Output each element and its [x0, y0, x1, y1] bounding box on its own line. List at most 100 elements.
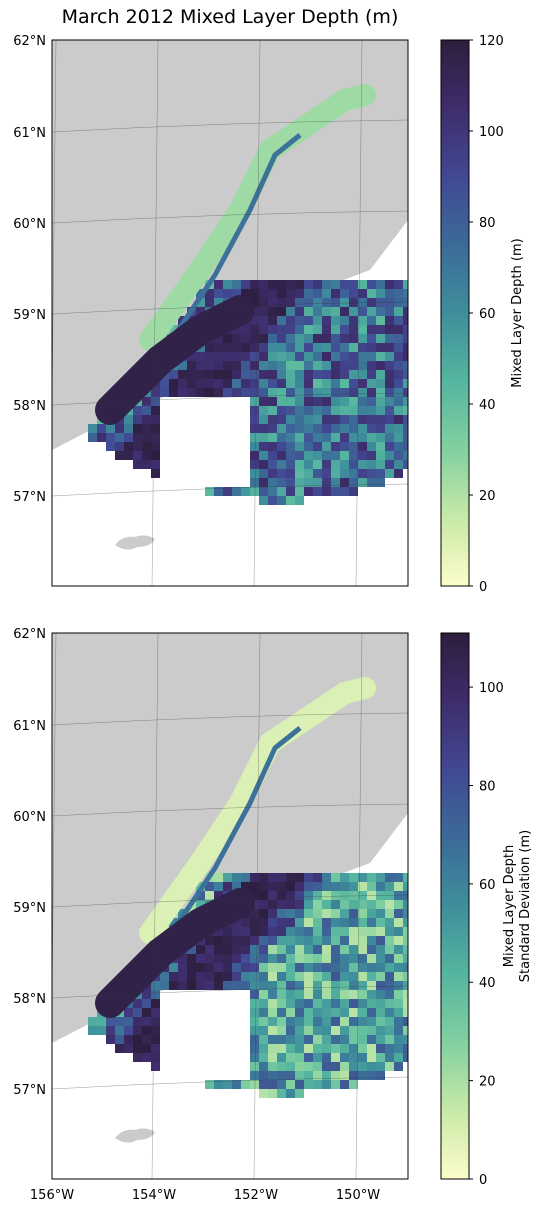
field-cell — [394, 918, 403, 927]
field-cell — [376, 1017, 385, 1026]
field-cell — [376, 325, 385, 334]
inlet-channel — [172, 726, 302, 930]
field-cell — [358, 882, 367, 891]
field-cell — [205, 379, 214, 388]
field-cell — [385, 900, 394, 909]
field-cell — [277, 1071, 286, 1080]
colorbar-label: Mixed Layer Depth — [502, 845, 517, 967]
field-cell — [349, 1044, 358, 1053]
field-cell — [133, 442, 142, 451]
field-cell — [169, 370, 178, 379]
field-cell — [259, 990, 268, 999]
field-cell — [250, 981, 259, 990]
field-cell — [115, 1017, 124, 1026]
inlet-field — [139, 84, 376, 351]
field-cell — [295, 298, 304, 307]
field-cell — [367, 918, 376, 927]
field-cell — [304, 909, 313, 918]
field-cell — [286, 927, 295, 936]
field-cell — [142, 415, 151, 424]
field-cell — [295, 352, 304, 361]
field-cell — [304, 388, 313, 397]
field-cell — [376, 1044, 385, 1053]
field-cell — [331, 280, 340, 289]
field-cell — [358, 918, 367, 927]
field-cell — [124, 451, 133, 460]
field-cell — [304, 442, 313, 451]
colorbar-tick-label: 60 — [479, 878, 496, 893]
field-cell — [385, 999, 394, 1008]
field-cell — [286, 433, 295, 442]
field-cell — [403, 424, 408, 433]
field-cell — [151, 990, 160, 999]
field-cell — [250, 289, 259, 298]
field-cell — [340, 280, 349, 289]
field-cell — [259, 1053, 268, 1062]
field-cell — [358, 972, 367, 981]
field-cell — [340, 1071, 349, 1080]
field-cell — [295, 936, 304, 945]
field-cell — [340, 927, 349, 936]
field-cell — [241, 882, 250, 891]
field-cell — [340, 379, 349, 388]
field-cell — [304, 882, 313, 891]
field-cell — [313, 927, 322, 936]
field-cell — [340, 891, 349, 900]
field-cell — [295, 972, 304, 981]
field-cell — [304, 325, 313, 334]
field-cell — [304, 927, 313, 936]
field-cell — [277, 334, 286, 343]
field-cell — [232, 352, 241, 361]
field-cell — [376, 424, 385, 433]
field-cell — [385, 352, 394, 361]
field-cell — [250, 873, 259, 882]
field-cell — [286, 352, 295, 361]
field-cell — [295, 415, 304, 424]
field-cell — [367, 1026, 376, 1035]
field-cell — [250, 1080, 259, 1089]
field-cell — [331, 981, 340, 990]
field-cell — [178, 379, 187, 388]
field-cell — [286, 415, 295, 424]
field-cell — [214, 361, 223, 370]
field-cell — [250, 388, 259, 397]
field-cell — [367, 1035, 376, 1044]
field-cell — [115, 433, 124, 442]
field-cell — [241, 325, 250, 334]
field-cell — [358, 307, 367, 316]
field-cell — [304, 891, 313, 900]
field-cell — [358, 334, 367, 343]
field-cell — [403, 298, 408, 307]
field-cell — [259, 334, 268, 343]
field-cell — [151, 388, 160, 397]
field-cell — [295, 280, 304, 289]
field-cell — [241, 334, 250, 343]
field-cell — [214, 954, 223, 963]
field-cell — [394, 891, 403, 900]
field-cell — [214, 963, 223, 972]
field-cell — [322, 873, 331, 882]
field-cell — [340, 460, 349, 469]
field-cell — [385, 1008, 394, 1017]
field-cell — [313, 370, 322, 379]
field-cell — [286, 478, 295, 487]
field-cell — [88, 424, 97, 433]
field-cell — [178, 963, 187, 972]
field-cell — [304, 1080, 313, 1089]
field-cell — [349, 927, 358, 936]
field-cell — [286, 963, 295, 972]
field-cell — [250, 343, 259, 352]
field-cell — [115, 424, 124, 433]
field-cell — [385, 1035, 394, 1044]
field-cell — [331, 307, 340, 316]
field-cell — [367, 909, 376, 918]
field-cell — [268, 370, 277, 379]
field-cell — [313, 891, 322, 900]
field-cell — [250, 460, 259, 469]
field-cell — [277, 1044, 286, 1053]
field-cell — [403, 316, 408, 325]
field-cell — [367, 882, 376, 891]
field-cell — [403, 280, 408, 289]
field-cell — [241, 1080, 250, 1089]
field-cell — [322, 954, 331, 963]
